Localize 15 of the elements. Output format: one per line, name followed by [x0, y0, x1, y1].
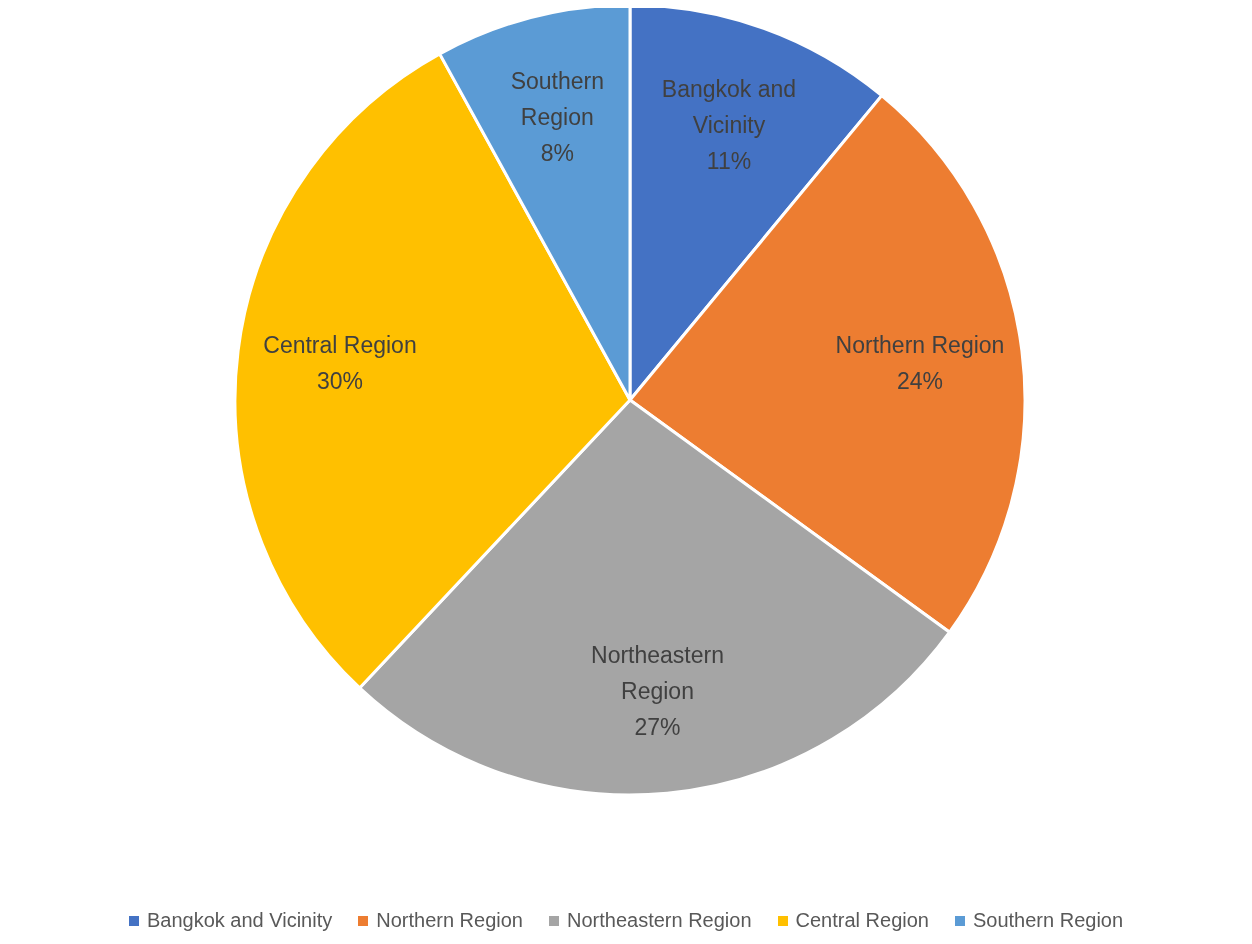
legend-label: Northeastern Region [566, 909, 752, 932]
slice-label: Bangkok and Vicinity [661, 75, 797, 138]
legend-label: Bangkok and Vicinity [146, 909, 333, 932]
data-label: 27% [634, 714, 681, 740]
data-label: 24% [896, 368, 944, 395]
slice-label: Central Region [263, 332, 417, 359]
data-label: 30% [316, 368, 364, 395]
legend-label: Southern Region [972, 909, 1124, 932]
slice-label: Southern Region [510, 67, 604, 130]
data-label: 8% [540, 139, 574, 166]
slice-label: Northeastern Region [591, 642, 724, 704]
legend-label: Central Region [795, 909, 929, 932]
slice-label: Northern Region [835, 332, 1005, 359]
legend-label: Northern Region [376, 909, 523, 932]
data-label: 11% [706, 147, 752, 174]
